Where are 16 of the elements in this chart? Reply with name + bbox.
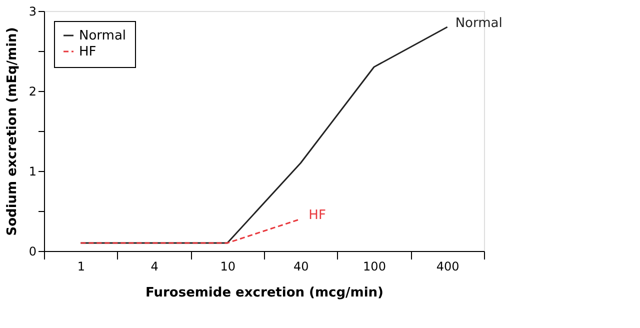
y-tick-label: 1 [28,164,36,178]
annotation: HF [308,208,326,223]
x-tick-label: 400 [436,260,460,274]
x-axis-title: Furosemide excretion (mcg/min) [146,286,384,300]
y-axis-title: Sodium excretion (mEq/min) [4,27,20,236]
x-tick-label: 40 [294,260,309,274]
y-tick-label: 3 [28,4,36,18]
x-tick-label: 10 [220,260,236,274]
annotation: Normal [455,16,502,31]
x-tick-label: 100 [363,260,386,274]
x-tick-label: 1 [77,260,85,274]
y-tick-label: 0 [28,244,36,258]
legend-label: Normal [79,28,126,44]
y-tick-label: 2 [28,84,36,98]
x-tick-label: 4 [150,260,158,274]
legend-label: HF [79,44,96,60]
